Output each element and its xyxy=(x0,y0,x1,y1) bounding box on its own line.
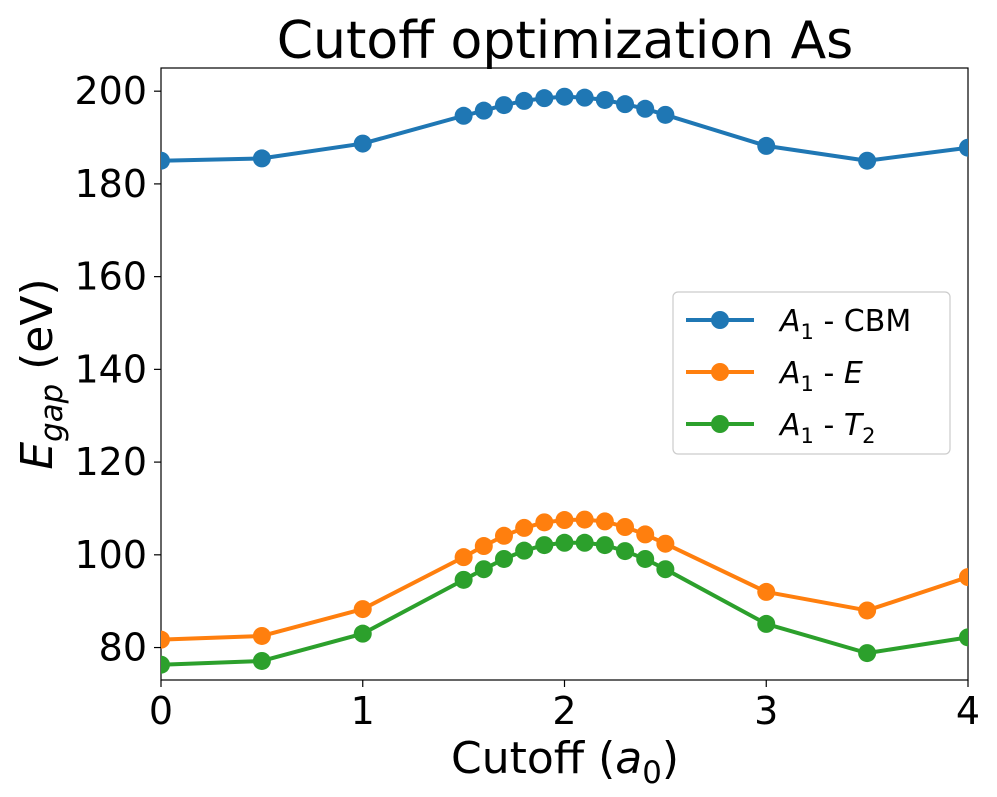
data-point xyxy=(595,512,614,531)
legend-label-t2: A1 - T2 xyxy=(778,408,876,448)
data-point xyxy=(656,105,675,124)
data-point xyxy=(959,138,968,157)
legend-frame xyxy=(672,291,951,455)
data-point xyxy=(454,570,473,589)
plot-area: 0 1 2 3 4 80 100 120 140 160 180 200 xyxy=(74,67,980,733)
data-point xyxy=(575,510,594,529)
data-point xyxy=(353,600,372,619)
data-point xyxy=(515,541,534,560)
x-tick-label: 4 xyxy=(956,689,980,733)
legend-marker-t2 xyxy=(711,415,729,433)
y-tick-label: 100 xyxy=(74,533,147,577)
data-point xyxy=(575,88,594,107)
data-point xyxy=(161,655,170,674)
data-point xyxy=(595,90,614,109)
data-point xyxy=(757,614,776,633)
data-point xyxy=(515,91,534,110)
data-point xyxy=(595,536,614,555)
x-tick-label: 3 xyxy=(754,689,778,733)
data-point xyxy=(161,630,170,649)
data-point xyxy=(858,151,877,170)
data-point xyxy=(636,549,655,568)
data-point xyxy=(535,536,554,555)
y-axis-label: Egap (eV) xyxy=(12,278,70,469)
legend-label-e: A1 - E xyxy=(778,356,863,396)
data-point xyxy=(474,101,493,120)
data-point xyxy=(454,106,473,125)
data-point xyxy=(555,533,574,552)
data-point xyxy=(494,96,513,115)
data-point xyxy=(959,628,968,647)
data-point xyxy=(494,526,513,545)
data-point xyxy=(515,518,534,537)
data-point xyxy=(252,626,271,645)
data-point xyxy=(555,511,574,530)
data-point xyxy=(474,537,493,556)
series-2 xyxy=(161,533,968,674)
data-point xyxy=(616,518,635,536)
series-1 xyxy=(161,510,968,649)
data-point xyxy=(757,582,776,601)
legend-marker-e xyxy=(711,363,729,381)
data-point xyxy=(858,601,877,620)
data-point xyxy=(616,542,635,561)
data-point xyxy=(454,548,473,567)
y-axis: 80 100 120 140 160 180 200 xyxy=(74,69,161,670)
y-tick-label: 140 xyxy=(74,347,147,391)
data-point xyxy=(636,99,655,118)
y-tick-label: 120 xyxy=(74,440,147,484)
data-point xyxy=(535,89,554,108)
data-point xyxy=(858,644,877,663)
legend-entry-cbm: A1 - CBM xyxy=(686,304,911,344)
data-point xyxy=(555,87,574,106)
series-0 xyxy=(161,87,968,170)
data-point xyxy=(757,136,776,155)
data-point xyxy=(252,651,271,670)
legend-entry-t2: A1 - T2 xyxy=(686,408,876,448)
data-point xyxy=(575,533,594,552)
legend: A1 - CBM A1 - E A1 - T2 xyxy=(672,291,951,455)
data-point xyxy=(656,560,675,579)
y-tick-label: 80 xyxy=(99,626,147,670)
data-point xyxy=(616,95,635,114)
x-axis-label: Cutoff (a0) xyxy=(451,733,679,791)
data-point xyxy=(656,534,675,553)
data-point xyxy=(636,525,655,544)
data-point xyxy=(535,513,554,532)
data-point xyxy=(353,134,372,153)
data-point xyxy=(959,568,968,587)
x-tick-label: 0 xyxy=(149,689,173,733)
x-tick-label: 2 xyxy=(552,689,576,733)
legend-entry-e: A1 - E xyxy=(686,356,863,396)
data-point xyxy=(474,560,493,579)
x-axis: 0 1 2 3 4 xyxy=(149,680,980,733)
y-tick-label: 200 xyxy=(74,69,147,113)
y-tick-label: 160 xyxy=(74,255,147,299)
legend-label-cbm: A1 - CBM xyxy=(778,304,911,344)
legend-marker-cbm xyxy=(711,311,729,329)
data-point xyxy=(252,149,271,168)
series-line xyxy=(161,540,968,667)
data-point xyxy=(353,624,372,643)
chart-title: Cutoff optimization As xyxy=(277,11,854,71)
x-tick-label: 1 xyxy=(351,689,375,733)
y-tick-label: 180 xyxy=(74,162,147,206)
series-line xyxy=(161,94,968,163)
data-point xyxy=(494,549,513,568)
series-layer xyxy=(161,87,968,674)
data-point xyxy=(161,151,170,170)
